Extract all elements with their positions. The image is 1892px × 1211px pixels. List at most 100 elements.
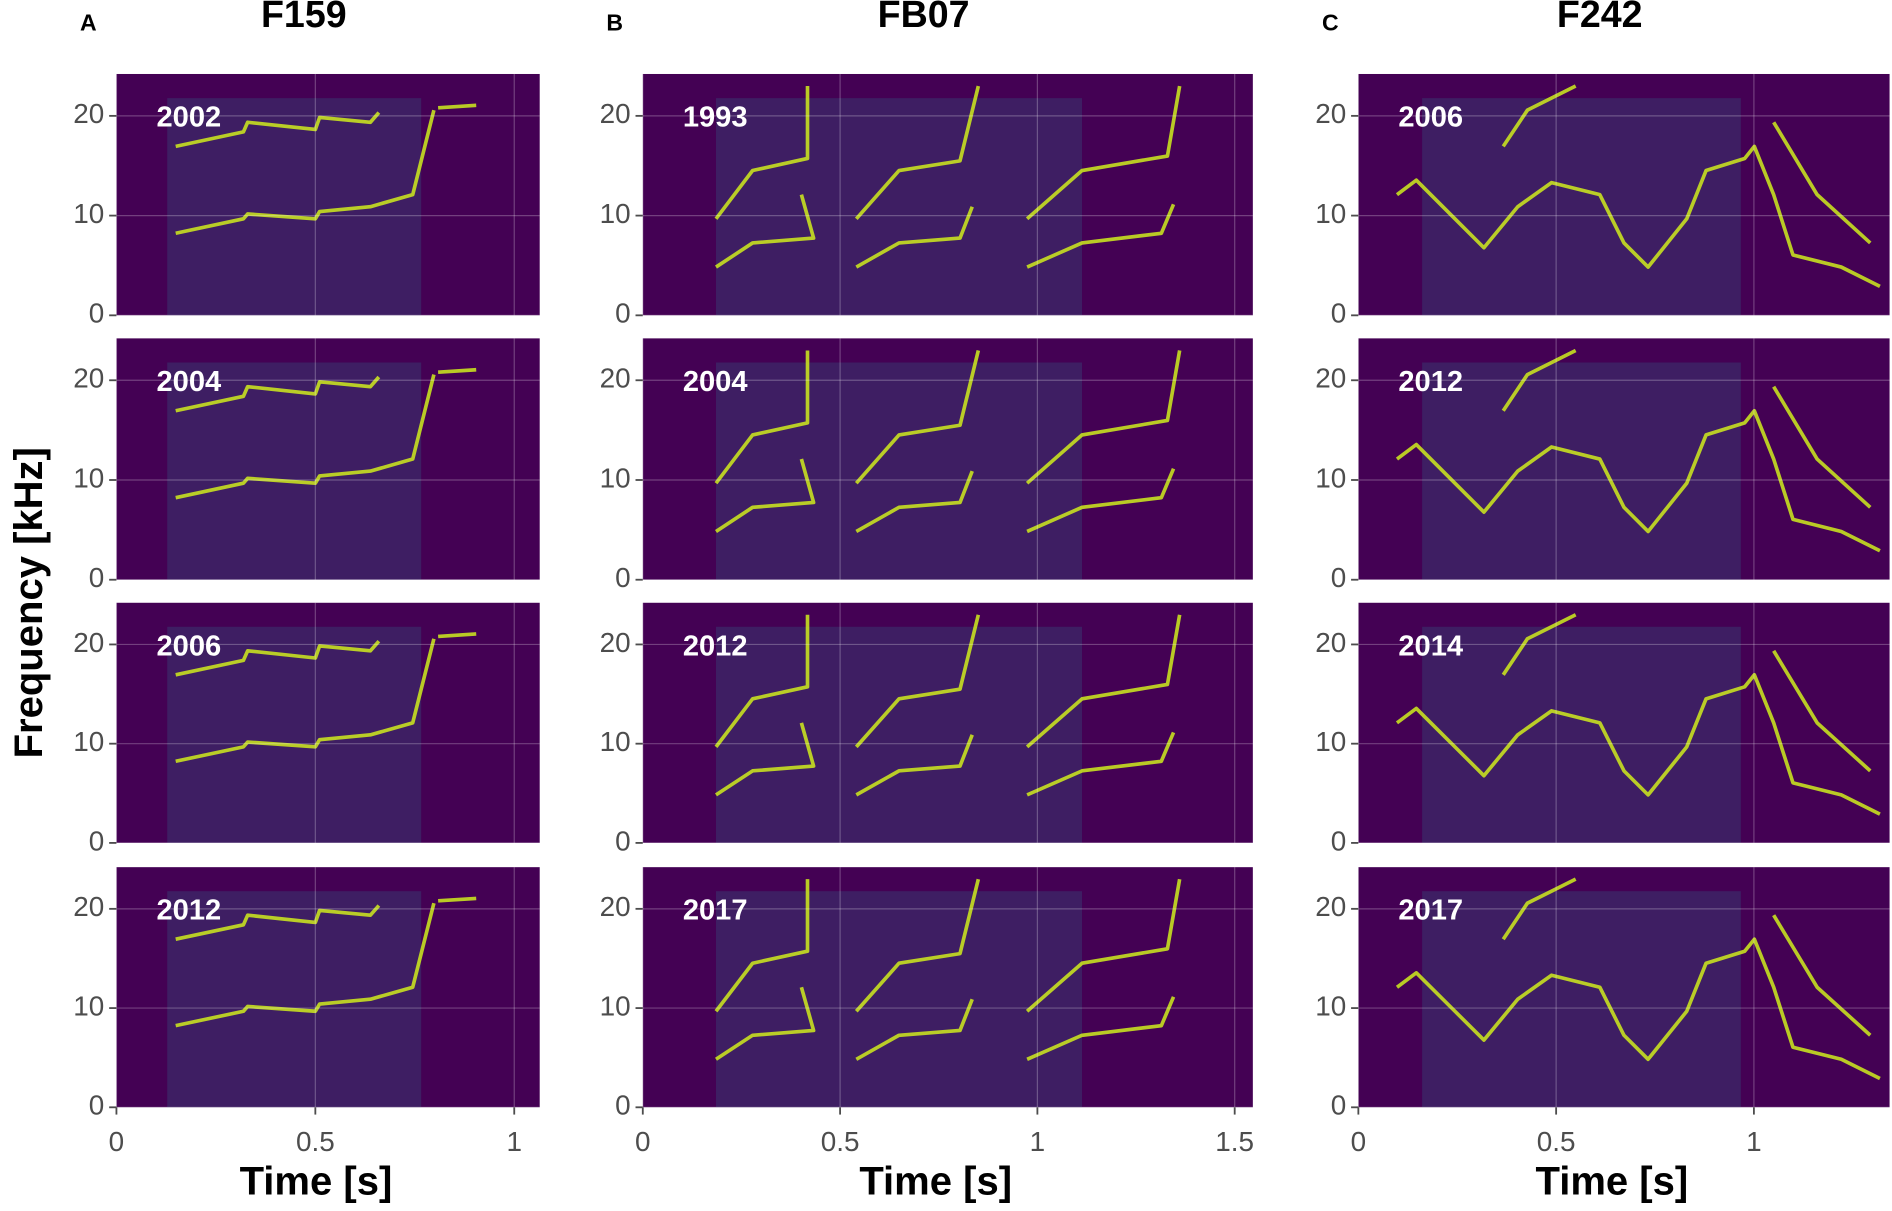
spectrogram-panel xyxy=(1357,867,1890,1108)
y-tick-label: 10 xyxy=(600,462,631,493)
spectrogram-trace xyxy=(855,998,974,1061)
panel-year: 2014 xyxy=(1398,630,1464,662)
spectrogram-trace xyxy=(855,734,974,797)
y-tick-label: 0 xyxy=(1331,1090,1347,1121)
y-tick-label: 0 xyxy=(615,1090,631,1121)
spectrogram-noise xyxy=(167,626,422,843)
spectrogram-background xyxy=(642,867,1253,1108)
y-tick-label: 20 xyxy=(73,363,104,394)
spectrogram-trace xyxy=(1026,467,1176,534)
panel-year: 2017 xyxy=(683,895,748,927)
spectrogram-trace xyxy=(1501,84,1577,148)
spectrogram-panel xyxy=(115,73,540,316)
spectrogram-trace xyxy=(1395,672,1881,816)
x-tick-label: 0 xyxy=(635,1126,651,1157)
y-tick-label: 0 xyxy=(89,825,105,856)
spectrogram-background xyxy=(1358,602,1890,843)
spectrogram-background xyxy=(1358,867,1890,1108)
spectrogram-background xyxy=(642,73,1253,316)
column-title: F159 xyxy=(261,0,347,35)
spectrogram-trace xyxy=(855,470,974,534)
panel-letter: B xyxy=(606,9,623,35)
spectrogram-trace xyxy=(714,458,816,533)
spectrogram-trace xyxy=(175,109,436,236)
y-tick-label: 0 xyxy=(89,562,105,593)
y-tick-label: 20 xyxy=(1315,98,1346,129)
y-tick-label: 20 xyxy=(73,627,104,658)
x-axis-label: Time [s] xyxy=(1535,1160,1688,1204)
spectrogram-trace xyxy=(175,904,381,941)
x-axis-label: Time [s] xyxy=(240,1160,393,1204)
spectrogram-trace xyxy=(1772,914,1872,1037)
spectrogram-trace xyxy=(175,374,436,500)
column-title: FB07 xyxy=(878,0,970,35)
spectrogram-background xyxy=(116,602,540,843)
spectrogram-panel xyxy=(642,602,1253,844)
y-tick-label: 10 xyxy=(600,198,631,229)
spectrogram-panel xyxy=(1357,602,1890,844)
panel-year: 2012 xyxy=(156,895,221,927)
spectrogram-noise xyxy=(1422,362,1741,580)
y-tick-label: 20 xyxy=(600,98,631,129)
spectrogram-trace xyxy=(1772,385,1872,509)
spectrogram-trace xyxy=(175,111,381,149)
spectrogram-trace xyxy=(1395,144,1881,288)
y-tick-label: 10 xyxy=(1315,990,1346,1021)
spectrogram-trace xyxy=(1026,996,1176,1061)
x-tick-label: 1 xyxy=(1030,1126,1046,1157)
spectrogram-panel xyxy=(642,73,1253,316)
panel-year: 2006 xyxy=(156,630,221,662)
y-tick-label: 0 xyxy=(615,562,631,593)
panel-year: 2006 xyxy=(1398,102,1463,134)
spectrogram-background xyxy=(116,867,540,1108)
x-tick-label: 0.5 xyxy=(821,1126,860,1157)
y-tick-label: 20 xyxy=(600,627,631,658)
spectrogram-background xyxy=(642,602,1253,843)
spectrogram-trace xyxy=(714,194,816,269)
panel-year: 2002 xyxy=(156,102,221,134)
y-tick-label: 0 xyxy=(1331,562,1347,593)
panel-year: 2012 xyxy=(1398,366,1463,398)
spectrogram-trace xyxy=(854,614,981,749)
spectrogram-trace xyxy=(854,85,981,220)
spectrogram-trace xyxy=(855,206,974,269)
spectrogram-background xyxy=(116,73,540,316)
spectrogram-panel xyxy=(115,602,540,844)
y-tick-label: 0 xyxy=(1331,298,1347,329)
spectrogram-trace xyxy=(1395,408,1881,553)
spectrogram-noise xyxy=(716,362,1083,580)
y-tick-label: 10 xyxy=(73,726,104,757)
spectrogram-trace xyxy=(175,902,436,1028)
spectrogram-trace xyxy=(715,722,816,797)
spectrogram-panel xyxy=(1357,73,1890,316)
spectrogram-trace xyxy=(714,86,810,220)
y-tick-label: 20 xyxy=(1315,363,1346,394)
spectrogram-trace xyxy=(1501,877,1577,941)
spectrogram-trace xyxy=(1772,121,1872,245)
y-axis-label: Frequency [kHz] xyxy=(7,447,51,758)
spectrogram-panel xyxy=(115,867,540,1108)
y-tick-label: 20 xyxy=(73,891,104,922)
spectrogram-background xyxy=(116,338,540,580)
spectrogram-trace xyxy=(438,632,477,639)
spectrogram-trace xyxy=(1501,613,1577,676)
y-tick-label: 0 xyxy=(615,298,631,329)
y-tick-label: 0 xyxy=(89,298,105,329)
spectrogram-trace xyxy=(854,878,981,1013)
spectrogram-noise xyxy=(1422,626,1741,843)
panel-year: 1993 xyxy=(683,102,748,134)
x-tick-label: 1.5 xyxy=(1215,1126,1254,1157)
y-tick-label: 10 xyxy=(1315,462,1346,493)
spectrogram-trace xyxy=(1026,203,1176,269)
spectrogram-panel xyxy=(642,338,1253,581)
y-tick-label: 10 xyxy=(1315,726,1346,757)
spectrogram-trace xyxy=(1395,937,1881,1081)
spectrogram-background xyxy=(1358,338,1890,580)
spectrogram-trace xyxy=(175,639,381,677)
spectrogram-trace xyxy=(1772,649,1872,773)
y-tick-label: 20 xyxy=(600,891,631,922)
spectrogram-panel xyxy=(642,867,1253,1108)
x-axis-label: Time [s] xyxy=(859,1160,1012,1204)
panel-year: 2004 xyxy=(683,366,749,398)
y-tick-label: 20 xyxy=(1315,627,1346,658)
